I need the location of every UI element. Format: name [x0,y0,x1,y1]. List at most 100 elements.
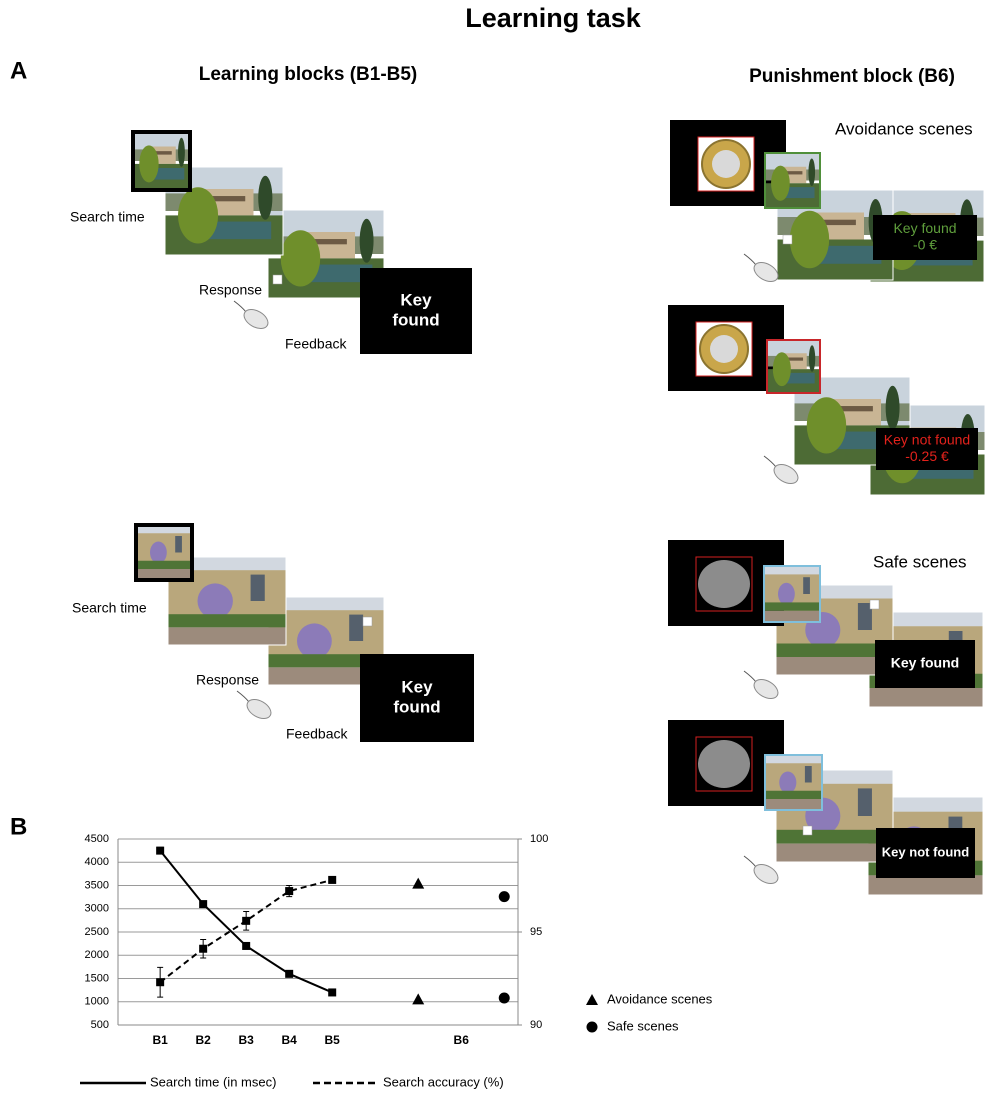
figure-title: Learning task [465,3,642,33]
panel-label: A [10,57,27,84]
path [776,843,893,862]
target-frame [134,523,194,582]
y-tick-label: 3500 [85,879,109,891]
path [268,667,384,685]
data-point [412,877,425,889]
step-label: Feedback [286,726,348,742]
tree [885,385,900,430]
data-point [498,992,510,1004]
series-line [159,878,333,984]
windows [349,614,364,641]
neutral-cue [698,560,750,608]
pool [784,187,815,199]
path [868,875,983,895]
step-label: Feedback [285,336,347,352]
data-point [199,944,208,953]
y-tick-label: 4500 [85,833,109,845]
bush [139,145,159,183]
scene-photo [135,524,193,581]
y-tick-label: 1000 [85,996,109,1008]
pool [785,372,815,384]
y2-tick-label: 95 [530,926,542,938]
condition-label: Safe scenes [873,552,967,571]
bush [772,352,791,387]
data-point [328,988,337,997]
feedback-screen [360,268,472,354]
x-tick-label: B1 [152,1033,168,1047]
mouse-cord [743,253,757,266]
y-tick-label: 3000 [85,903,109,915]
windows [175,536,182,553]
legend-label: Safe scenes [607,1018,679,1033]
coin-center [710,335,738,363]
path [136,569,192,580]
photo-edge [775,584,894,676]
scene-photo [132,131,191,191]
windows [831,406,873,412]
panel-label: B [10,813,27,840]
pool [206,221,272,240]
hedge [764,602,820,611]
feedback-text: Key found [891,655,959,671]
feedback-text: found [392,311,439,330]
data-point [199,900,208,909]
flowers [297,623,332,659]
mouse [243,309,269,329]
hedge [776,643,893,657]
path [168,627,286,645]
legend-swatch [586,994,598,1005]
bush [789,210,830,269]
neutral-cue [698,740,750,788]
windows [857,788,872,816]
mouse [753,679,779,699]
mouse [246,699,272,719]
hedge [776,829,893,844]
windows [782,171,803,175]
step-label: Search time [70,209,145,225]
feedback-text: Key [401,677,433,696]
data-point [156,978,165,987]
response-marker [782,234,793,245]
photo-edge [167,556,287,646]
legend-label: Search time (in msec) [150,1074,276,1089]
step-label: Response [199,282,262,298]
windows [803,577,810,594]
feedback-screen [875,640,975,688]
data-point [498,891,510,903]
flowers [779,771,797,794]
y-tick-label: 2000 [85,949,109,961]
mouse-cord [233,300,247,313]
flowers [197,583,233,619]
windows [783,357,804,361]
feedback-text: Key not found [882,844,969,859]
mouse [753,262,779,282]
data-point [242,941,251,950]
y-tick-label: 2500 [85,926,109,938]
data-point [156,846,165,855]
feedback-text: Key found [893,220,956,236]
response-marker [869,599,880,610]
path [764,610,820,622]
data-point [285,887,294,896]
coin-center [712,150,740,178]
windows [250,574,265,601]
photo-edge [775,769,894,863]
scene-photo [267,596,385,686]
bush [177,187,219,244]
flowers [150,541,167,564]
photo-edge [793,376,911,466]
response-marker [272,274,283,285]
feedback-text: -0.25 € [905,448,949,464]
bush [771,165,790,201]
x-tick-label: B3 [239,1033,255,1047]
mouse-cord [743,855,757,868]
feedback-text: -0 € [913,237,937,253]
target-frame [766,339,821,394]
scene-photo [764,754,823,811]
response-marker [802,825,813,836]
step-label: Response [196,672,259,688]
flowers [778,582,795,606]
path [776,657,893,675]
x-tick-label: B2 [195,1033,211,1047]
